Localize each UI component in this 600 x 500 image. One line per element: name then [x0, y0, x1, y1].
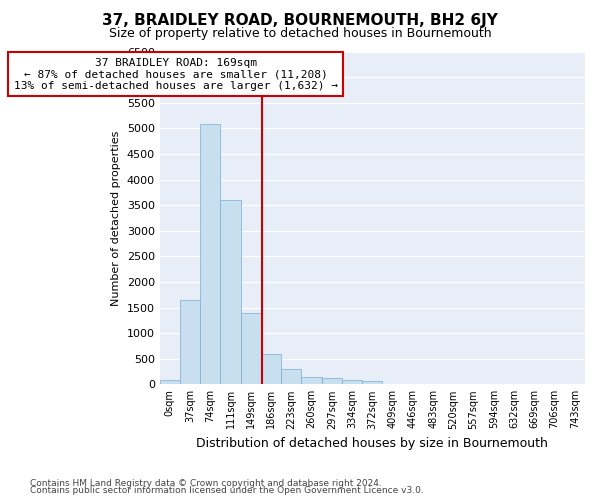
Bar: [200, 124, 220, 384]
Bar: [180, 300, 200, 384]
Text: Size of property relative to detached houses in Bournemouth: Size of property relative to detached ho…: [109, 28, 491, 40]
Bar: [342, 380, 362, 384]
Text: Contains public sector information licensed under the Open Government Licence v3: Contains public sector information licen…: [30, 486, 424, 495]
Y-axis label: Number of detached properties: Number of detached properties: [111, 130, 121, 306]
Text: 37 BRAIDLEY ROAD: 169sqm
← 87% of detached houses are smaller (11,208)
13% of se: 37 BRAIDLEY ROAD: 169sqm ← 87% of detach…: [14, 58, 338, 91]
Text: 37, BRAIDLEY ROAD, BOURNEMOUTH, BH2 6JY: 37, BRAIDLEY ROAD, BOURNEMOUTH, BH2 6JY: [102, 12, 498, 28]
Bar: [261, 354, 281, 384]
Bar: [322, 378, 342, 384]
Bar: [220, 200, 241, 384]
Bar: [281, 370, 301, 384]
X-axis label: Distribution of detached houses by size in Bournemouth: Distribution of detached houses by size …: [196, 437, 548, 450]
Bar: [301, 376, 322, 384]
Bar: [362, 381, 382, 384]
Text: Contains HM Land Registry data © Crown copyright and database right 2024.: Contains HM Land Registry data © Crown c…: [30, 478, 382, 488]
Bar: [160, 380, 180, 384]
Bar: [241, 312, 261, 384]
